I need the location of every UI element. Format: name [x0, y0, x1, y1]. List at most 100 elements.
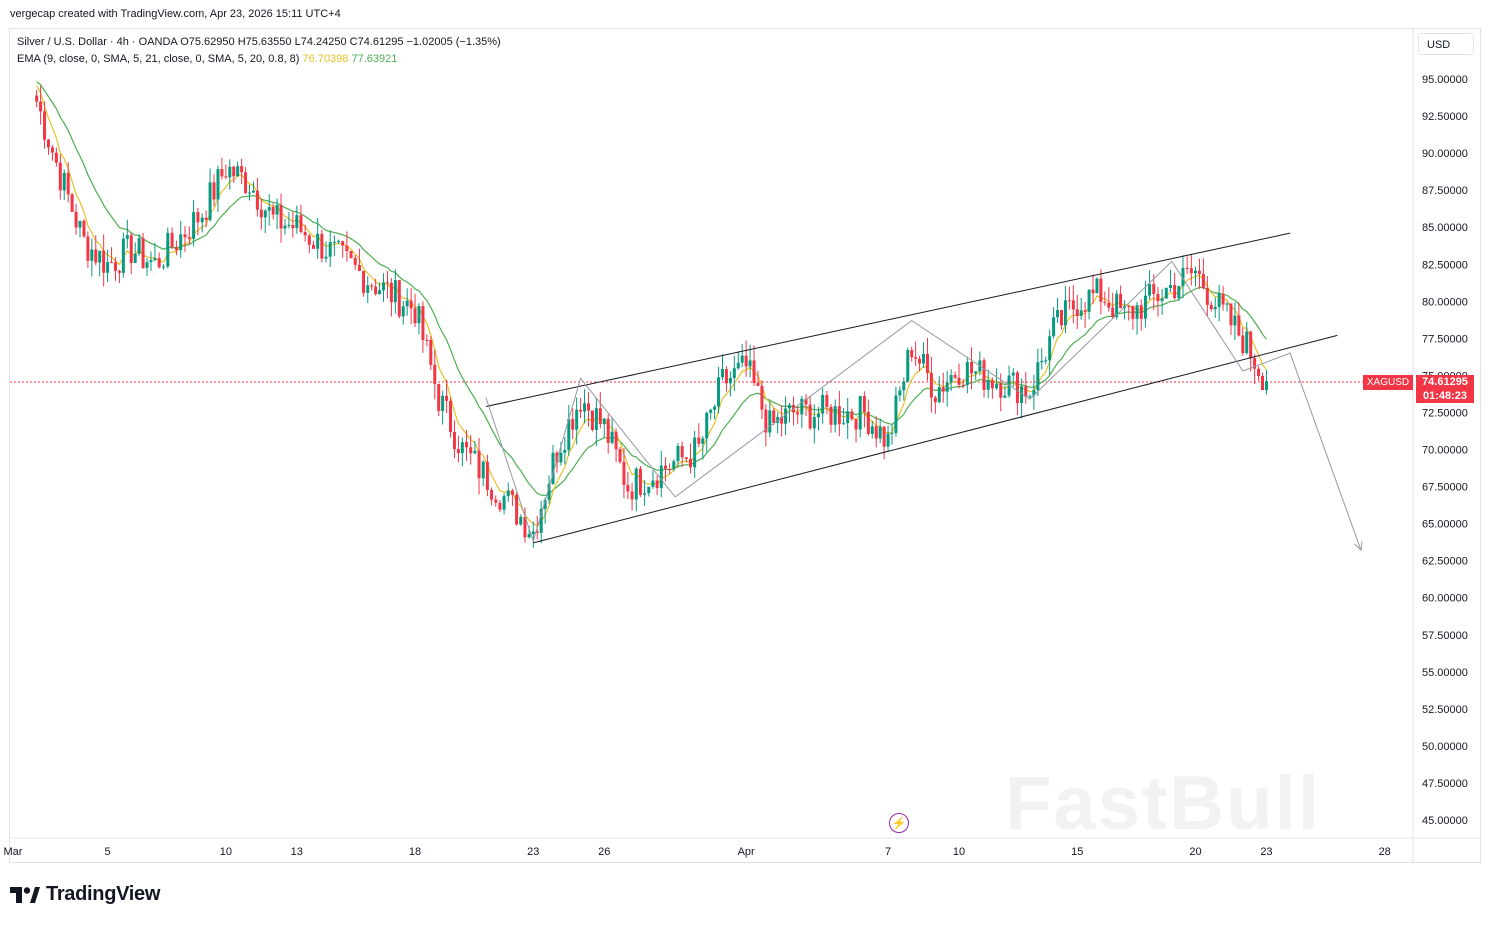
candle-body: [531, 531, 535, 535]
candle-body: [106, 262, 110, 273]
candle-body: [634, 468, 638, 500]
candle-body: [393, 280, 397, 303]
candle-body: [413, 308, 417, 324]
candle-body: [362, 271, 366, 293]
candle-body: [275, 204, 279, 215]
candle-body: [456, 449, 460, 454]
candle-body: [174, 247, 178, 251]
candle-body: [502, 496, 506, 510]
candle-body: [469, 447, 473, 454]
candle-body: [953, 375, 957, 378]
candle-body: [680, 445, 684, 458]
candle-body: [957, 377, 961, 385]
candle-body: [575, 409, 579, 430]
candle-body: [732, 368, 736, 378]
x-tick-label: 5: [105, 846, 111, 858]
candle-body: [50, 147, 54, 153]
candle-body: [1233, 315, 1237, 326]
candle-body: [337, 241, 341, 243]
candle-body: [1048, 336, 1052, 361]
candle-body: [429, 339, 433, 365]
candle-body: [1253, 358, 1257, 369]
candle-body: [571, 419, 575, 430]
ema-slow-value: 77.63921: [351, 53, 398, 65]
candle-body: [583, 403, 587, 412]
candle-body: [110, 262, 114, 264]
candle-body: [784, 408, 788, 424]
candle-body: [910, 350, 914, 358]
candle-body: [555, 452, 559, 463]
candle-body: [788, 404, 792, 409]
candle-body: [721, 369, 724, 378]
candle-body: [866, 411, 870, 434]
x-tick-label: 10: [953, 846, 965, 858]
candle-body: [870, 426, 874, 434]
candle-body: [701, 438, 705, 444]
candle-body: [271, 207, 275, 215]
candle-body: [590, 410, 594, 430]
y-tick-label: 95.00000: [1422, 74, 1468, 86]
candle-body: [244, 172, 248, 194]
candle-body: [647, 486, 651, 494]
candle-body: [598, 408, 602, 425]
candle-body: [263, 210, 267, 218]
candle-body: [1040, 360, 1044, 363]
candle-body: [1011, 372, 1015, 376]
candle-body: [341, 241, 345, 246]
candle-body: [1087, 289, 1091, 312]
candle-body: [70, 194, 74, 212]
tradingview-logo[interactable]: TradingView: [10, 883, 160, 906]
candle-body: [102, 250, 106, 273]
lightning-icon[interactable]: ⚡: [889, 813, 909, 833]
candle-body: [1181, 267, 1185, 287]
candle-body: [303, 232, 307, 236]
candle-body: [1225, 303, 1229, 305]
candle-body: [259, 209, 263, 218]
candle-body: [251, 190, 255, 193]
candle-body: [922, 353, 926, 364]
candle-body: [220, 169, 224, 177]
candle-body: [1221, 293, 1225, 305]
candle-body: [200, 217, 204, 223]
candle-body: [389, 282, 393, 303]
candle-body: [837, 406, 841, 425]
candle-body: [626, 484, 630, 492]
candle-body: [1241, 335, 1245, 354]
candle-body: [449, 400, 453, 432]
candle-body: [421, 306, 425, 340]
candle-body: [374, 286, 378, 295]
y-tick-label: 72.50000: [1422, 407, 1468, 419]
candle-body: [668, 469, 672, 471]
candle-body: [192, 212, 196, 239]
y-tick-label: 85.00000: [1422, 222, 1468, 234]
candle-body: [551, 452, 555, 484]
candle-body: [812, 417, 816, 429]
candle-body: [1103, 301, 1107, 303]
candle-body: [999, 383, 1003, 398]
x-tick-label: 23: [527, 846, 539, 858]
candle-body: [385, 282, 389, 284]
candle-body: [90, 249, 94, 261]
currency-selector[interactable]: USD: [1418, 33, 1474, 55]
candle-body: [162, 266, 165, 268]
candle-body: [850, 411, 854, 420]
candle-body: [816, 413, 820, 418]
candle-body: [655, 480, 659, 489]
candle-body: [515, 494, 519, 525]
ema-slow-line: [36, 81, 1267, 497]
y-tick-label: 70.00000: [1422, 445, 1468, 457]
candle-body: [39, 101, 43, 112]
candle-body: [1063, 300, 1067, 326]
candle-body: [255, 190, 259, 210]
candle-body: [437, 383, 441, 411]
candle-body: [535, 531, 539, 533]
candle-body: [1139, 305, 1143, 319]
candle-body: [357, 264, 361, 272]
candle-body: [1213, 306, 1217, 310]
candle-body: [208, 182, 212, 220]
x-tick-label: 10: [220, 846, 232, 858]
candle-body: [506, 490, 510, 497]
candle-body: [618, 449, 622, 462]
candle-body: [1119, 293, 1123, 309]
